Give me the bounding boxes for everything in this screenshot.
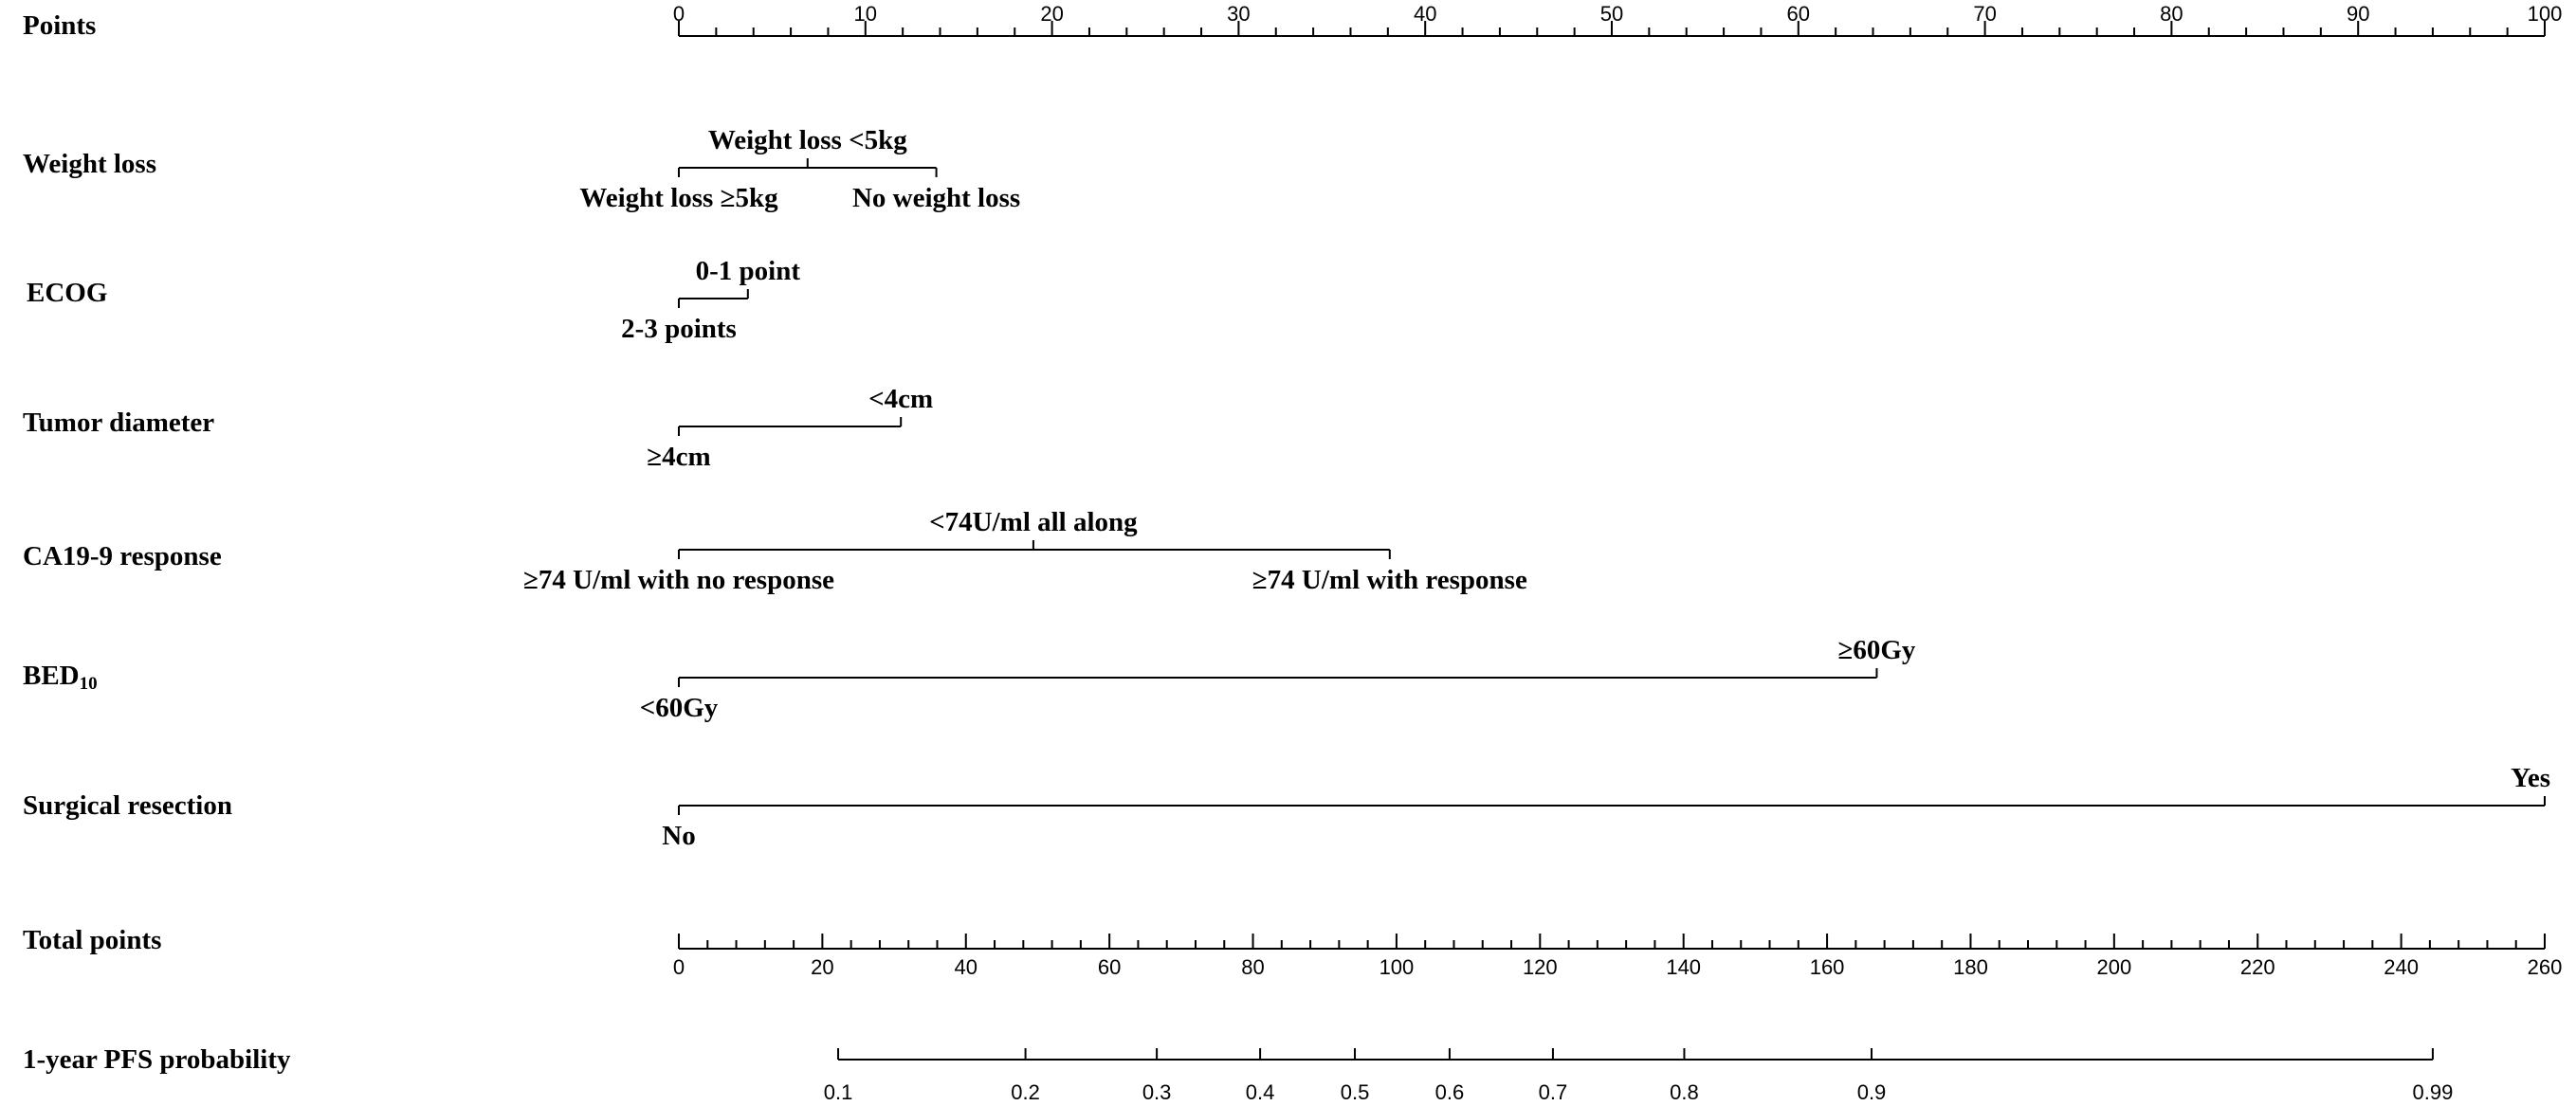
variable-lines: Weight loss ≥5kg Weight loss <5kg No weigh… [523, 125, 2550, 851]
level-label-ecog: 0-1 point [696, 256, 801, 286]
total-tick-label: 200 [2096, 955, 2131, 979]
level-label-tumor: <4cm [868, 384, 933, 414]
points-tick-label: 20 [1040, 2, 1063, 26]
points-tick-label: 70 [1973, 2, 1996, 26]
level-label-bed: <60Gy [640, 693, 719, 723]
probability-tick-label: 0.3 [1142, 1080, 1172, 1104]
points-tick-label: 80 [2160, 2, 2183, 26]
level-label-surgery: No [662, 821, 695, 851]
points-tick-label: 60 [1787, 2, 1810, 26]
level-label-tumor: ≥4cm [647, 442, 710, 472]
level-label-surgery: Yes [2511, 763, 2550, 793]
row-label-ca199-response: CA19-9 response [23, 541, 222, 571]
level-label-ca199: <74U/ml all along [929, 507, 1138, 537]
row-label-ecog: ECOG [27, 278, 107, 308]
row-label-tumor-diameter: Tumor diameter [23, 408, 214, 438]
total-tick-label: 80 [1241, 955, 1264, 979]
row-label-bed10: BED10 [23, 661, 98, 694]
level-label-weight: No weight loss [852, 183, 1020, 213]
total-tick-label: 180 [1953, 955, 1988, 979]
points-tick-label: 90 [2347, 2, 2369, 26]
points-tick-label: 100 [2528, 2, 2563, 26]
row-label-weight-loss: Weight loss [23, 149, 156, 179]
total-tick-label: 100 [1379, 955, 1415, 979]
total-tick-label: 20 [811, 955, 833, 979]
probability-tick-label: 0.99 [2413, 1080, 2454, 1104]
total-tick-label: 240 [2384, 955, 2419, 979]
pfs-probability-axis: 0.1 0.2 0.3 0.4 0.5 0.6 0.7 0.8 0.9 0.99 [824, 1048, 2454, 1104]
row-label-points: Points [23, 10, 96, 41]
probability-tick-label: 0.1 [824, 1080, 853, 1104]
total-tick-label: 160 [1810, 955, 1845, 979]
level-label-weight: Weight loss <5kg [708, 125, 907, 155]
points-tick-label: 0 [673, 2, 685, 26]
level-label-weight: Weight loss ≥5kg [579, 183, 778, 213]
level-label-ca199: ≥74 U/ml with no response [523, 565, 834, 595]
level-label-bed: ≥60Gy [1837, 635, 1915, 665]
probability-tick-label: 0.5 [1341, 1080, 1370, 1104]
total-tick-label: 60 [1098, 955, 1121, 979]
level-label-ca199: ≥74 U/ml with response [1252, 565, 1527, 595]
row-label-pfs-probability: 1-year PFS probability [23, 1044, 291, 1075]
points-tick-label: 50 [1600, 2, 1623, 26]
points-tick-label: 10 [854, 2, 877, 26]
probability-tick-label: 0.6 [1435, 1080, 1465, 1104]
total-tick-label: 260 [2528, 955, 2563, 979]
probability-tick-label: 0.9 [1857, 1080, 1887, 1104]
row-label-bed-subscript: 10 [80, 674, 98, 694]
row-label-total-points: Total points [23, 925, 161, 955]
total-tick-label: 120 [1523, 955, 1558, 979]
probability-tick-label: 0.7 [1539, 1080, 1568, 1104]
points-tick-label: 40 [1414, 2, 1436, 26]
total-tick-label: 0 [673, 955, 685, 979]
points-tick-label: 30 [1227, 2, 1250, 26]
total-tick-label: 220 [2240, 955, 2275, 979]
total-tick-label: 140 [1666, 955, 1701, 979]
total-points-axis: 0 20 40 60 80 100 120 140 160 180 200 220 240 260 [673, 934, 2562, 979]
level-label-ecog: 2-3 points [621, 314, 737, 344]
probability-tick-label: 0.4 [1246, 1080, 1275, 1104]
total-tick-label: 40 [955, 955, 977, 979]
probability-tick-label: 0.2 [1011, 1080, 1040, 1104]
points-axis: 0 10 20 30 40 50 60 70 80 90 100 [673, 2, 2563, 37]
row-label-bed-main: BED [23, 661, 80, 691]
row-label-surgical-resection: Surgical resection [23, 790, 232, 821]
probability-tick-label: 0.8 [1670, 1080, 1699, 1104]
